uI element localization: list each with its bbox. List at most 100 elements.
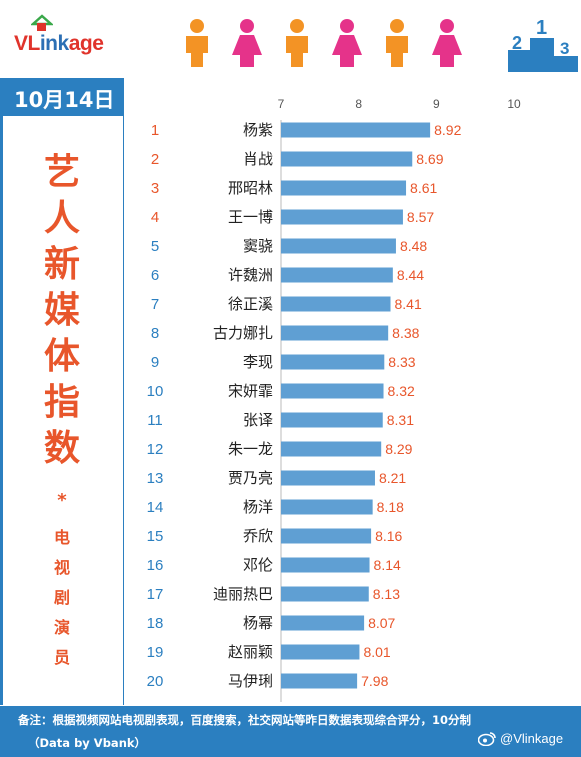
podium-number: 3 bbox=[560, 39, 569, 58]
date-label: 10月14日 bbox=[14, 88, 115, 112]
rank-label: 16 bbox=[147, 557, 164, 574]
title-char: 体 bbox=[43, 336, 80, 377]
score-bar bbox=[281, 151, 413, 167]
score-bar bbox=[281, 644, 360, 660]
score-bar bbox=[281, 325, 389, 341]
artist-name-label: 邓伦 bbox=[243, 556, 273, 574]
weibo-handle-text: @Vlinkage bbox=[500, 731, 564, 746]
woman-figure-icon bbox=[232, 19, 262, 67]
x-tick-label: 7 bbox=[278, 97, 285, 111]
rank-label: 20 bbox=[147, 673, 164, 690]
rank-label: 18 bbox=[147, 615, 164, 632]
artist-name-label: 迪丽热巴 bbox=[213, 585, 273, 603]
title-char: 人 bbox=[43, 198, 80, 239]
rank-label: 13 bbox=[147, 470, 164, 487]
rank-label: 3 bbox=[151, 180, 159, 197]
score-bar bbox=[281, 441, 382, 457]
score-value-label: 8.07 bbox=[368, 615, 395, 631]
podium-icon: 2 1 3 bbox=[508, 17, 578, 72]
people-figures bbox=[177, 18, 467, 68]
artist-name-label: 乔欣 bbox=[243, 527, 273, 545]
score-bar bbox=[281, 354, 385, 370]
rank-label: 12 bbox=[147, 441, 164, 458]
rank-label: 15 bbox=[147, 528, 164, 545]
artist-name-label: 杨紫 bbox=[243, 121, 273, 139]
artist-name-label: 朱一龙 bbox=[228, 440, 273, 458]
score-value-label: 8.31 bbox=[387, 412, 414, 428]
vertical-subtitle: 电 视 剧 演 员 bbox=[48, 523, 76, 673]
weibo-icon bbox=[478, 732, 496, 746]
artist-name-label: 邢昭林 bbox=[228, 179, 273, 197]
artist-name-label: 杨幂 bbox=[243, 614, 273, 632]
score-value-label: 8.69 bbox=[416, 151, 443, 167]
man-figure-icon bbox=[286, 19, 308, 67]
artist-name-label: 徐正溪 bbox=[228, 295, 273, 313]
vertical-title: 艺 人 新 媒 体 指 数 bbox=[38, 150, 86, 472]
score-bar bbox=[281, 470, 375, 486]
score-bar bbox=[281, 122, 431, 138]
artist-name-label: 贾乃亮 bbox=[228, 469, 273, 487]
subtitle-char: 剧 bbox=[53, 588, 70, 607]
x-tick-label: 9 bbox=[433, 97, 440, 111]
subtitle-char: 电 bbox=[53, 528, 70, 547]
artist-name-label: 张译 bbox=[243, 411, 273, 429]
title-char: 艺 bbox=[43, 152, 80, 193]
rank-label: 19 bbox=[147, 644, 164, 661]
subtitle-char: 员 bbox=[53, 648, 70, 667]
man-figure-icon bbox=[186, 19, 208, 67]
artist-name-label: 许魏洲 bbox=[228, 266, 273, 284]
score-value-label: 8.41 bbox=[395, 296, 422, 312]
podium-number: 2 bbox=[512, 33, 522, 53]
score-value-label: 8.13 bbox=[373, 586, 400, 602]
subtitle-char: 视 bbox=[53, 558, 70, 577]
score-value-label: 8.32 bbox=[388, 383, 415, 399]
footer-source: （Data by Vbank） bbox=[28, 736, 147, 750]
score-value-label: 8.61 bbox=[410, 180, 437, 196]
artist-name-label: 马伊琍 bbox=[228, 672, 273, 690]
rank-label: 5 bbox=[151, 238, 159, 255]
score-value-label: 8.01 bbox=[363, 644, 390, 660]
x-tick-label: 8 bbox=[355, 97, 362, 111]
rank-label: 11 bbox=[147, 412, 163, 429]
artist-name-label: 古力娜扎 bbox=[213, 324, 273, 342]
rank-label: 6 bbox=[151, 267, 159, 284]
score-value-label: 8.18 bbox=[377, 499, 404, 515]
score-bar bbox=[281, 673, 358, 689]
rank-label: 8 bbox=[151, 325, 159, 342]
score-bar bbox=[281, 209, 403, 225]
score-bar bbox=[281, 615, 365, 631]
score-bar bbox=[281, 528, 372, 544]
title-asterisk: * bbox=[57, 490, 67, 511]
bar-chart: 7 8 9 10 1 杨紫 8.92 2 肖战 8.69 3 邢昭林 8.61 4 王一博 8.57 5 窦骁 8.… bbox=[147, 97, 521, 702]
header: VLinkage 2 1 3 bbox=[0, 0, 581, 76]
score-value-label: 8.33 bbox=[388, 354, 415, 370]
date-banner bbox=[0, 78, 124, 116]
podium-number: 1 bbox=[536, 17, 547, 39]
rank-label: 14 bbox=[147, 499, 164, 516]
subtitle-char: 演 bbox=[53, 618, 70, 637]
score-value-label: 8.57 bbox=[407, 209, 434, 225]
score-value-label: 8.48 bbox=[400, 238, 427, 254]
weibo-handle[interactable]: @Vlinkage bbox=[478, 731, 563, 746]
score-value-label: 8.92 bbox=[434, 122, 461, 138]
man-figure-icon bbox=[386, 19, 408, 67]
score-bar bbox=[281, 412, 383, 428]
rank-label: 4 bbox=[151, 209, 159, 226]
footer-note: 备注：根据视频网站电视剧表现，百度搜索，社交网站等昨日数据表现综合评分，10分制 bbox=[18, 713, 471, 727]
artist-name-label: 窦骁 bbox=[243, 237, 273, 255]
score-bar bbox=[281, 296, 391, 312]
artist-name-label: 肖战 bbox=[243, 150, 273, 168]
artist-name-label: 王一博 bbox=[228, 208, 273, 226]
score-bar bbox=[281, 557, 370, 573]
title-char: 指 bbox=[43, 382, 80, 423]
score-value-label: 8.21 bbox=[379, 470, 406, 486]
artist-name-label: 杨洋 bbox=[243, 498, 273, 516]
woman-figure-icon bbox=[432, 19, 462, 67]
score-bar bbox=[281, 383, 384, 399]
artist-name-label: 宋妍霏 bbox=[228, 382, 273, 400]
score-value-label: 8.44 bbox=[397, 267, 424, 283]
x-tick-label: 10 bbox=[507, 97, 521, 111]
rank-label: 7 bbox=[151, 296, 159, 313]
score-bar bbox=[281, 267, 393, 283]
logo-house-icon bbox=[31, 14, 53, 31]
